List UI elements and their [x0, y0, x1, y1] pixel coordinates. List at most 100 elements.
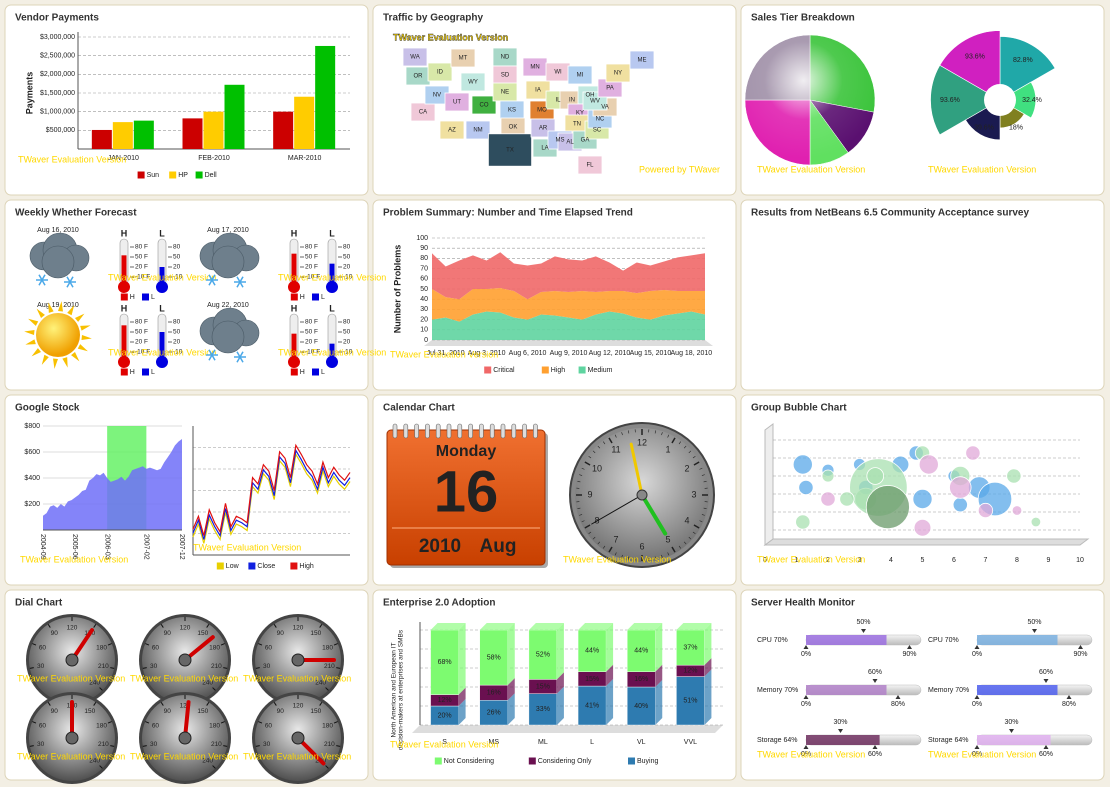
tick-mark [273, 623, 277, 628]
tick-mark [206, 701, 210, 706]
marker [974, 745, 980, 749]
legend-label: Buying [637, 758, 659, 765]
thermo-fill [121, 325, 127, 361]
y-tick-label: 40 [420, 296, 428, 303]
tick-label: 210 [324, 741, 335, 748]
panel-title: Server Health Monitor [751, 598, 855, 609]
state-label: SC [593, 128, 602, 134]
thermo-label: L [329, 228, 335, 238]
bubble [952, 497, 968, 513]
panel-title: Traffic by Geography [383, 13, 483, 24]
clock-number: 4 [685, 515, 690, 525]
tick-label: 50% [856, 619, 870, 626]
tick-mark [319, 701, 323, 706]
tick-label: 80% [891, 701, 905, 708]
bar-side [704, 658, 712, 677]
legend-label: Medium [588, 367, 613, 374]
legend-label: Critical [493, 367, 515, 374]
tick-label: 150 [310, 630, 321, 637]
clock-tick [678, 441, 682, 445]
marker [838, 729, 843, 733]
clock-tick [584, 524, 591, 529]
sun-ray [41, 354, 49, 365]
y-axis-title: decision-makers at enterprises and SMBs [398, 629, 405, 750]
y-tick-label: $2,000,000 [40, 71, 75, 78]
floor [412, 725, 723, 733]
hub [291, 731, 305, 745]
data-label: 40% [634, 703, 648, 710]
gloss [745, 35, 875, 165]
state-label: AL [566, 140, 574, 146]
state-label: KS [508, 108, 516, 114]
tick-label: 60 [265, 722, 273, 729]
ring [446, 423, 452, 439]
tick-label: 50 [343, 329, 351, 336]
watermark: TWaver Evaluation Version [278, 272, 386, 282]
ring [457, 423, 463, 439]
thermo-bulb [326, 356, 338, 368]
tick-label: 60 [39, 722, 47, 729]
tick-label: 20 [173, 264, 181, 271]
clock-tick [701, 514, 705, 516]
legend-label: H [300, 294, 305, 301]
ring [414, 423, 419, 439]
x-tick-label: 2006-03 [103, 534, 110, 560]
clock-tick [579, 514, 583, 516]
bubble [949, 476, 972, 499]
panel-title: Group Bubble Chart [751, 403, 847, 414]
tick-label: 30% [833, 719, 847, 726]
x-tick-label: 2 [826, 557, 830, 564]
panel-title: Dial Chart [15, 598, 63, 609]
tick-label: 80 [173, 244, 181, 251]
tick-label: 50 F [305, 254, 318, 261]
clock-number: 6 [639, 541, 644, 551]
x-tick-label: S [442, 739, 447, 746]
state-label: IA [535, 88, 541, 94]
x-tick-label: 6 [952, 557, 956, 564]
bar-top [676, 623, 712, 630]
clock-tick [661, 554, 663, 558]
state-label: GA [581, 138, 590, 144]
clock-number: 3 [691, 489, 696, 499]
sun-ray [77, 344, 88, 352]
tick-mark [107, 721, 112, 724]
clock-tick [588, 531, 592, 535]
tick-label: 60 [152, 644, 160, 651]
bar-top [578, 623, 614, 630]
date: Aug 17, 2010 [207, 227, 249, 234]
ring [500, 423, 506, 439]
bubble [839, 491, 855, 507]
wall [764, 423, 774, 546]
clock-tick [688, 536, 692, 540]
tick-mark [142, 667, 147, 669]
ring [392, 423, 398, 439]
tick-label: 0% [801, 651, 811, 658]
watermark: TWaver Evaluation Version [393, 32, 508, 42]
tick-label: 150 [310, 708, 321, 715]
y-tick-label: $600 [24, 449, 40, 456]
bar-side [655, 623, 663, 672]
state-label: MS [556, 138, 565, 144]
tick-label: 180 [96, 722, 107, 729]
ring [511, 423, 517, 439]
state [471, 95, 497, 115]
legend-swatch [137, 171, 145, 179]
state [427, 62, 453, 82]
bubble [798, 479, 814, 496]
tick-label: 60% [1039, 751, 1053, 758]
tick-mark [220, 721, 225, 724]
marker [861, 629, 866, 633]
thermo-label: H [291, 303, 298, 313]
state [525, 80, 551, 100]
data-label: 44% [634, 648, 648, 655]
clock-tick [621, 432, 623, 436]
tick-mark [29, 667, 34, 669]
state-label: KY [576, 111, 584, 117]
bubble [792, 454, 813, 475]
data-label: 15% [536, 683, 550, 690]
tick-mark [258, 643, 263, 646]
tick-mark [47, 623, 51, 628]
y-axis-title: Payments [24, 72, 34, 115]
bubble [820, 491, 836, 507]
ring [435, 423, 441, 439]
